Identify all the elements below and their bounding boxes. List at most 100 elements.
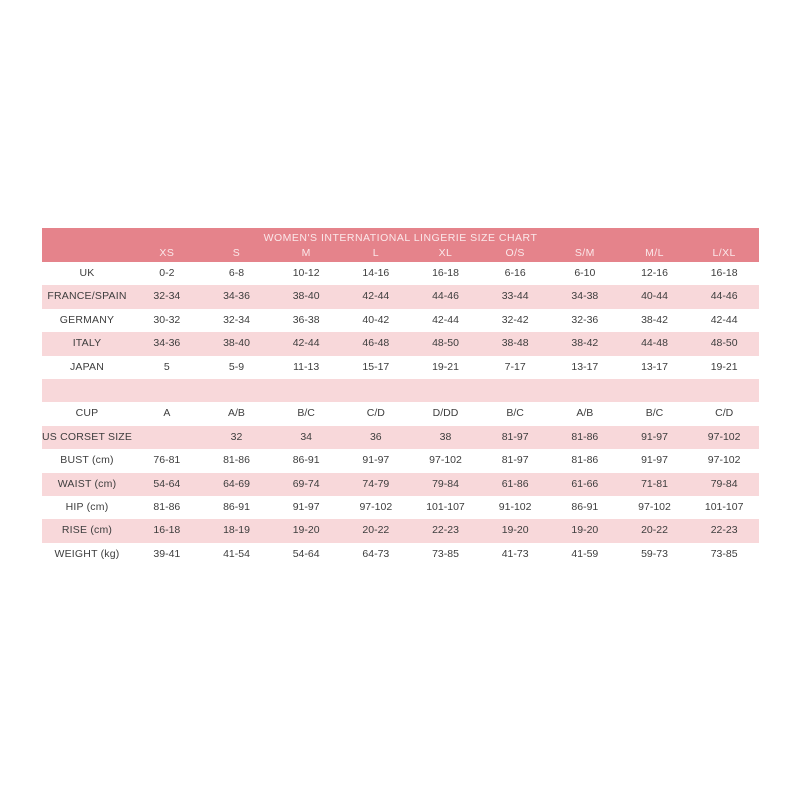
size-cell: 14-16 [362,267,390,279]
size-cell [202,379,272,402]
size-cell: C/D [366,407,385,420]
table-row: UK 0-2 6-8 10-12 14-16 16-18 6-16 6-10 12-16 16-1… [42,262,759,286]
size-cell [341,379,411,402]
size-cell: 32-36 [571,313,599,326]
size-cell: 91-102 [498,500,532,513]
size-cell: 32-34 [223,313,250,326]
size-cell: 81-86 [571,454,599,467]
column-header-row: XS S M L XL O/S S/M M/L L/XL [42,245,759,262]
table-rows: UK 0-2 6-8 10-12 14-16 16-18 6-16 6-10 12-16 16-1… [42,262,759,567]
size-cell: 38-42 [641,313,668,326]
size-cell: 86-91 [223,500,250,513]
size-cell: B/C [297,407,315,420]
size-cell: 86-91 [292,454,320,467]
size-cell: 12-16 [641,267,668,279]
size-cell: 16-18 [153,524,181,537]
size-cell: 38-40 [223,337,250,350]
size-cell: 19-21 [432,360,459,373]
size-cell: 7-17 [504,360,526,373]
size-cell: 44-48 [641,337,668,350]
row-label: GERMANY [59,313,115,326]
table-row: RISE (cm) 16-18 18-19 19-20 20-22 22-23 19-20 1… [42,519,759,543]
size-cell: 73-85 [432,547,459,560]
size-cell [132,379,202,402]
size-cell [271,379,341,402]
size-cell: 10-12 [292,267,320,279]
size-cell: 79-84 [432,477,459,490]
size-cell: 61-86 [501,477,529,490]
size-cell: 81-86 [153,500,181,513]
size-cell: 73-85 [710,547,738,560]
size-cell: 18-19 [223,524,250,537]
row-label: CUP [75,407,99,420]
table-row: ITALY 34-36 38-40 42-44 46-48 48-50 38-48 38-42… [42,332,759,356]
column-header-corner [42,245,132,262]
size-cell: 61-66 [571,477,599,490]
size-cell: 30-32 [153,313,181,326]
size-cell: 97-102 [707,430,741,443]
size-cell: 6-16 [504,267,526,279]
size-cell: C/D [715,407,734,420]
size-cell [132,426,202,449]
size-cell: 41-54 [223,547,250,560]
table-row: WAIST (cm) 54-64 64-69 69-74 74-79 79-84 61-86… [42,472,759,496]
size-cell: 42-44 [292,337,320,350]
size-cell: 20-22 [641,524,668,537]
size-cell: 40-42 [362,313,390,326]
size-cell: 34-36 [153,337,181,350]
size-cell: 36 [369,430,382,443]
size-cell: 44-46 [710,290,738,303]
row-label: HIP (cm) [65,500,109,513]
size-cell: A/B [576,407,594,420]
size-cell: 44-46 [432,290,459,303]
table-header-band: WOMEN'S INTERNATIONAL LINGERIE SIZE CHAR… [42,228,759,262]
table-row: JAPAN 5 5-9 11-13 15-17 19-21 7-17 13-17 13-17 19… [42,355,759,379]
size-cell: 64-73 [362,547,390,560]
size-cell: 97-102 [429,454,462,467]
size-cell: 101-107 [426,500,465,513]
column-header: L [372,247,379,259]
size-cell: 6-8 [228,267,245,279]
size-cell [411,379,481,402]
size-cell: 38 [439,430,452,443]
size-cell: 81-86 [223,454,250,467]
size-cell: 11-13 [293,360,320,373]
size-cell: 48-50 [432,337,459,350]
size-cell: 19-20 [501,524,529,537]
size-cell: 97-102 [359,500,393,513]
table-row: GERMANY 30-32 32-34 36-38 40-42 42-44 32-42 32-… [42,308,759,333]
size-cell: 79-84 [710,477,738,490]
size-cell: B/C [506,407,524,420]
table-row: CUP A A/B B/C C/D D/DD B/C A/B B/C C/D [42,402,759,426]
size-cell: 38-42 [571,337,599,350]
size-cell [480,379,550,402]
row-label: WEIGHT (kg) [54,547,120,560]
size-cell: 19-20 [571,524,599,537]
size-cell: 48-50 [710,337,738,350]
size-cell: 15-17 [362,360,390,373]
size-cell: 91-97 [362,454,390,467]
size-cell: 101-107 [704,500,744,513]
size-cell: 41-59 [571,547,599,560]
row-label: WAIST (cm) [57,477,117,490]
size-cell: 6-10 [574,267,596,279]
size-cell: 36-38 [292,313,320,326]
size-cell: 22-23 [432,524,459,537]
size-cell: 91-97 [292,500,320,513]
size-cell: 69-74 [292,477,320,490]
row-label: ITALY [72,337,102,350]
size-cell: 76-81 [153,454,181,467]
size-cell: 22-23 [710,524,738,537]
size-cell: D/DD [432,407,459,420]
size-cell [620,379,690,402]
row-label: FRANCE/SPAIN [47,290,127,303]
column-header: S [232,247,241,259]
size-cell: B/C [645,407,664,420]
row-label: US CORSET SIZE [42,430,132,443]
size-cell: 91-97 [641,430,668,443]
size-cell: 5 [163,360,170,373]
size-cell: 38-40 [292,290,320,303]
chart-title: WOMEN'S INTERNATIONAL LINGERIE SIZE CHAR… [263,232,538,244]
column-header: XS [159,247,175,259]
